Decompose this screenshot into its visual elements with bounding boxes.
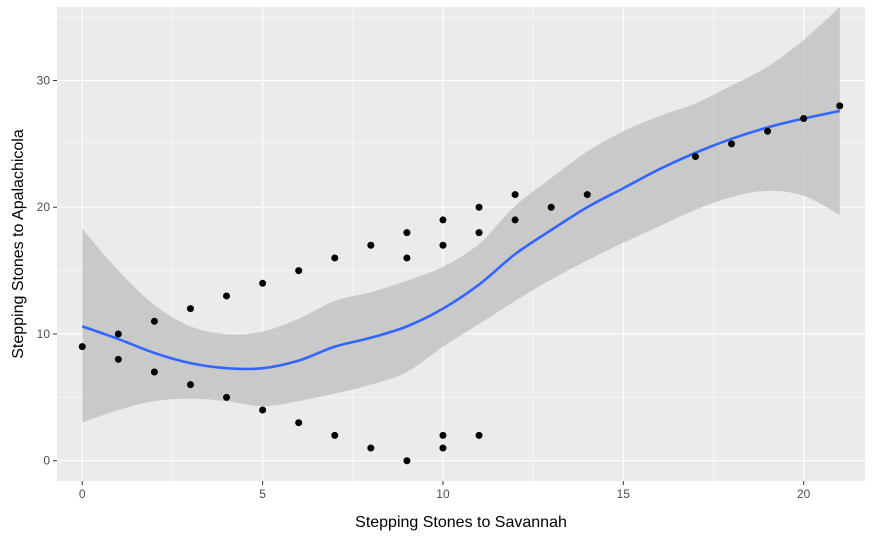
data-point (259, 406, 267, 414)
plot-panel (57, 7, 865, 481)
data-point (547, 203, 555, 211)
data-point (259, 279, 267, 287)
points-group (78, 102, 844, 465)
data-point (403, 254, 411, 262)
major-gridlines (57, 7, 865, 481)
data-point (295, 419, 303, 427)
data-point (367, 444, 375, 452)
data-point (836, 102, 844, 110)
data-point (511, 191, 519, 199)
data-point (114, 355, 122, 363)
confidence-ribbon (82, 7, 840, 423)
data-point (331, 254, 339, 262)
data-point (223, 292, 231, 300)
data-point (223, 393, 231, 401)
y-tick-label: 10 (37, 327, 51, 341)
y-tick-label: 30 (37, 74, 51, 88)
x-tick-label: 5 (259, 487, 266, 501)
data-point (439, 444, 447, 452)
x-tick-label: 15 (617, 487, 631, 501)
data-point (150, 317, 158, 325)
data-point (475, 229, 483, 237)
x-tick-label: 20 (797, 487, 811, 501)
data-point (439, 216, 447, 224)
data-point (403, 229, 411, 237)
data-point (691, 153, 699, 161)
y-tick-label: 0 (43, 454, 50, 468)
data-point (475, 431, 483, 439)
smooth-line (81, 109, 841, 371)
y-tick-label: 20 (37, 200, 51, 214)
x-axis-title: Stepping Stones to Savannah (355, 514, 567, 531)
data-point (800, 115, 808, 123)
y-axis: 0 10 20 30 (37, 74, 57, 468)
data-point (764, 127, 772, 135)
data-point (728, 140, 736, 148)
data-point (439, 241, 447, 249)
data-point (367, 241, 375, 249)
data-point (186, 381, 194, 389)
data-point (114, 330, 122, 338)
data-point (583, 191, 591, 199)
x-axis: 0 5 10 15 20 (79, 481, 811, 501)
data-point (403, 457, 411, 465)
x-tick-label: 10 (436, 487, 450, 501)
data-point (439, 431, 447, 439)
data-point (511, 216, 519, 224)
data-point (475, 203, 483, 211)
data-point (78, 343, 86, 351)
data-point (150, 368, 158, 376)
data-point (331, 431, 339, 439)
data-point (295, 267, 303, 275)
y-axis-title: Stepping Stones to Apalachicola (10, 129, 27, 359)
data-point (186, 305, 194, 313)
x-tick-label: 0 (79, 487, 86, 501)
